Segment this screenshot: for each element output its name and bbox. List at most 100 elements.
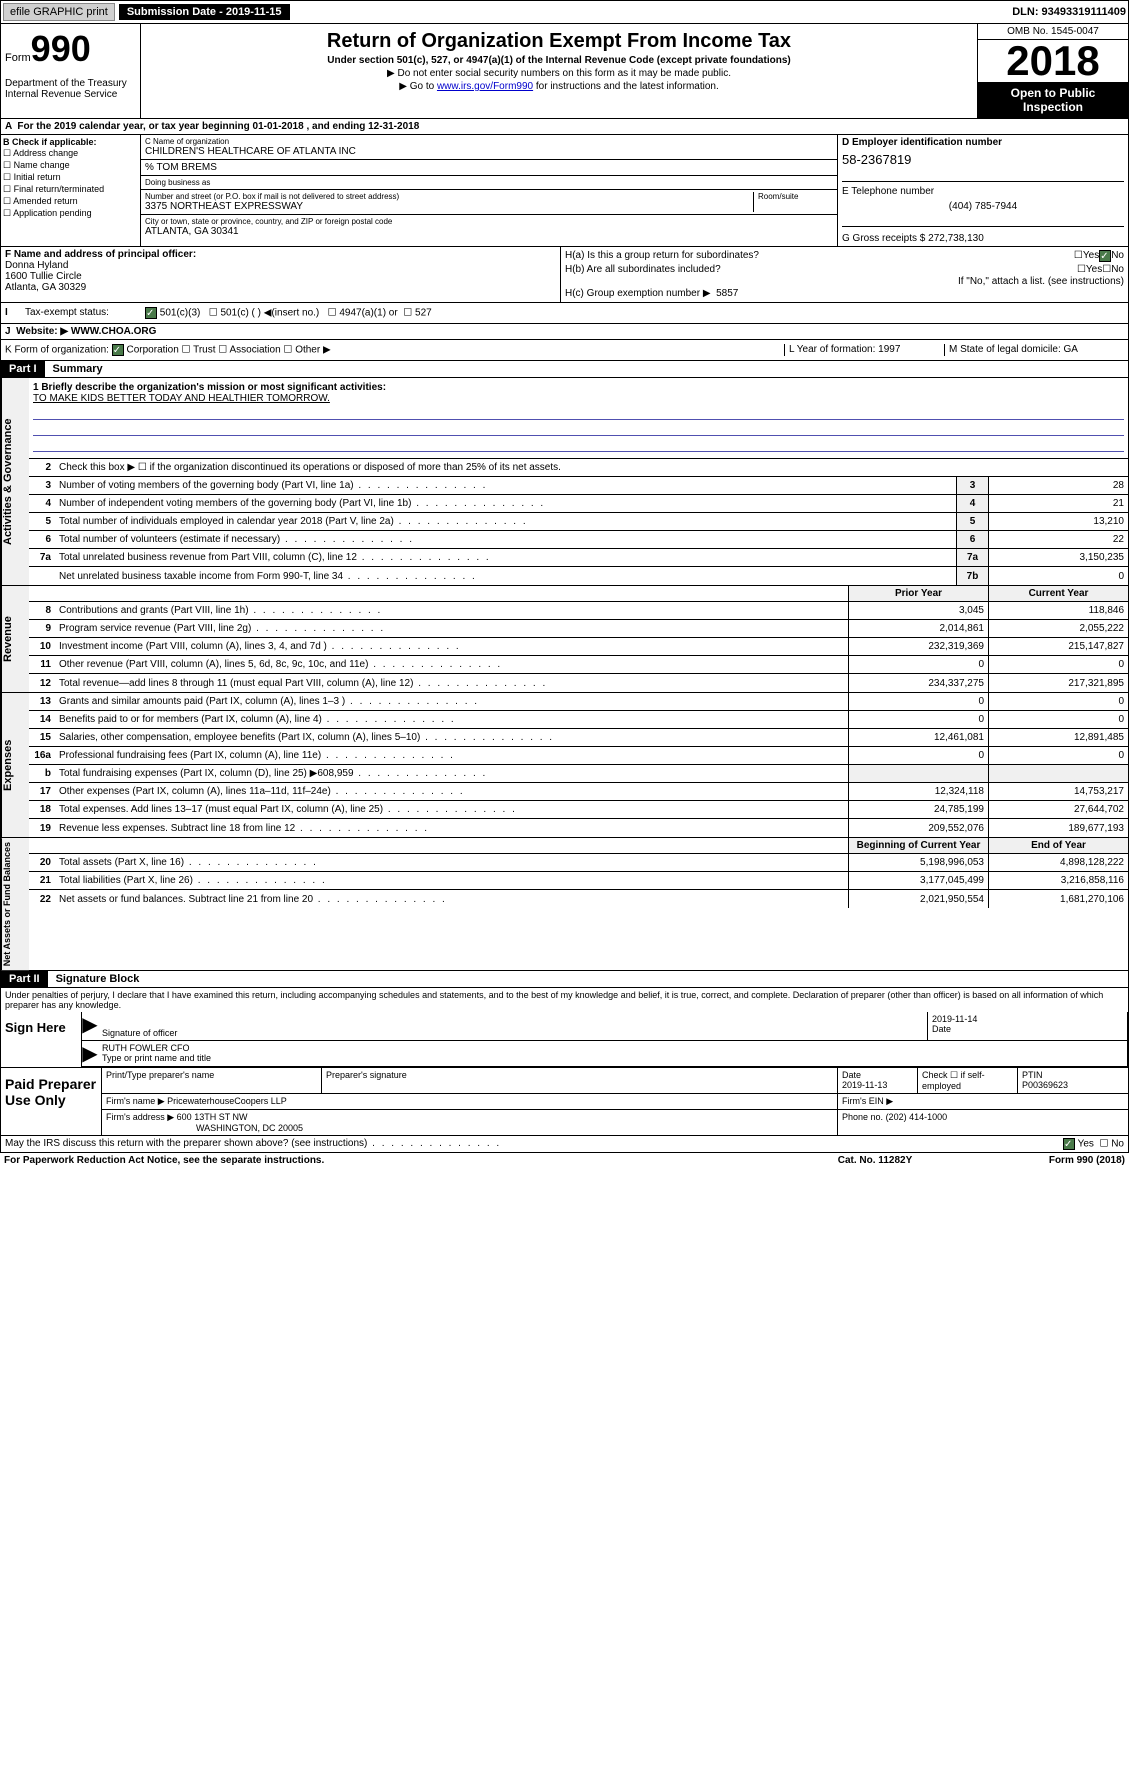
org-name: CHILDREN'S HEALTHCARE OF ATLANTA INC bbox=[145, 146, 833, 157]
part1-title: Summary bbox=[45, 361, 111, 377]
mission-text: TO MAKE KIDS BETTER TODAY AND HEALTHIER … bbox=[33, 393, 1124, 404]
line-a: A For the 2019 calendar year, or tax yea… bbox=[1, 119, 423, 134]
b-header: B Check if applicable: bbox=[3, 137, 138, 147]
hb-no[interactable]: ☐No bbox=[1102, 264, 1124, 275]
part1-header: Part I bbox=[1, 361, 45, 377]
sig-officer-label: Signature of officer bbox=[102, 1028, 923, 1038]
name-title-label: Type or print name and title bbox=[102, 1053, 1123, 1063]
firm-phone: (202) 414-1000 bbox=[886, 1112, 948, 1122]
current-year-header: Current Year bbox=[988, 586, 1128, 601]
governance-section: Activities & Governance 1 Briefly descri… bbox=[0, 378, 1129, 586]
cat-number: Cat. No. 11282Y bbox=[775, 1155, 975, 1166]
firm-addr-label: Firm's address ▶ bbox=[106, 1112, 174, 1122]
discuss-no[interactable]: No bbox=[1111, 1139, 1124, 1150]
subtitle-2: ▶ Do not enter social security numbers o… bbox=[147, 68, 971, 79]
chk-initial[interactable]: ☐ Initial return bbox=[3, 172, 138, 183]
chk-corp[interactable] bbox=[112, 344, 124, 356]
firm-name: PricewaterhouseCoopers LLP bbox=[167, 1096, 287, 1106]
hb-yes[interactable]: ☐Yes bbox=[1077, 264, 1102, 275]
firm-addr2: WASHINGTON, DC 20005 bbox=[106, 1123, 833, 1133]
line-2: Check this box ▶ ☐ if the organization d… bbox=[57, 461, 1128, 474]
firm-phone-label: Phone no. bbox=[842, 1112, 883, 1122]
line-text: Number of independent voting members of … bbox=[57, 497, 956, 510]
line-text: Investment income (Part VIII, column (A)… bbox=[57, 640, 848, 653]
website-value: WWW.CHOA.ORG bbox=[71, 326, 157, 337]
officer-label: F Name and address of principal officer: bbox=[5, 249, 556, 260]
top-bar: efile GRAPHIC print Submission Date - 20… bbox=[0, 0, 1129, 24]
form-label: Form bbox=[5, 52, 31, 64]
chk-final[interactable]: ☐ Final return/terminated bbox=[3, 184, 138, 195]
m-label: M State of legal domicile: bbox=[949, 344, 1061, 355]
part2-header: Part II bbox=[1, 971, 48, 987]
line-text: Net unrelated business taxable income fr… bbox=[57, 570, 956, 583]
ha-yes[interactable]: ☐Yes bbox=[1074, 250, 1099, 262]
line-text: Total number of individuals employed in … bbox=[57, 515, 956, 528]
officer-name: Donna Hyland bbox=[5, 260, 556, 271]
firm-ein-label: Firm's EIN ▶ bbox=[838, 1094, 1128, 1109]
hb-note: If "No," attach a list. (see instruction… bbox=[565, 276, 1124, 287]
org-name-label: C Name of organization bbox=[145, 137, 833, 146]
line-text: Net assets or fund balances. Subtract li… bbox=[57, 893, 848, 906]
chk-pending[interactable]: ☐ Application pending bbox=[3, 208, 138, 219]
hb-label: H(b) Are all subordinates included? bbox=[565, 264, 1077, 275]
part2-title: Signature Block bbox=[48, 971, 148, 987]
efile-button[interactable]: efile GRAPHIC print bbox=[3, 3, 115, 21]
info-block: B Check if applicable: ☐ Address change … bbox=[0, 135, 1129, 247]
hc-label: H(c) Group exemption number ▶ bbox=[565, 288, 711, 299]
form-footer: Form 990 (2018) bbox=[975, 1155, 1125, 1166]
gross-label: G Gross receipts $ bbox=[842, 233, 925, 244]
chk-address[interactable]: ☐ Address change bbox=[3, 148, 138, 159]
self-employed-check[interactable]: Check ☐ if self-employed bbox=[918, 1068, 1018, 1093]
line-text: Total liabilities (Part X, line 26) bbox=[57, 874, 848, 887]
ptin-label: PTIN bbox=[1022, 1070, 1124, 1080]
ein-value: 58-2367819 bbox=[842, 152, 1124, 167]
line-text: Total number of volunteers (estimate if … bbox=[57, 533, 956, 546]
revenue-label: Revenue bbox=[1, 586, 29, 692]
main-title: Return of Organization Exempt From Incom… bbox=[147, 30, 971, 53]
prep-date: 2019-11-13 bbox=[842, 1080, 913, 1090]
expenses-label: Expenses bbox=[1, 693, 29, 837]
chk-name[interactable]: ☐ Name change bbox=[3, 160, 138, 171]
paid-preparer-label: Paid Preparer Use Only bbox=[1, 1068, 101, 1135]
subtitle-3: ▶ Go to www.irs.gov/Form990 for instruct… bbox=[147, 81, 971, 92]
ha-no-check[interactable] bbox=[1099, 250, 1111, 262]
dept-treasury: Department of the Treasury Internal Reve… bbox=[5, 78, 136, 100]
sig-date-label: Date bbox=[932, 1024, 1123, 1034]
firm-addr: 600 13TH ST NW bbox=[177, 1112, 248, 1122]
m-value: GA bbox=[1064, 344, 1078, 355]
submission-date: Submission Date - 2019-11-15 bbox=[119, 4, 290, 20]
officer-addr1: 1600 Tullie Circle bbox=[5, 271, 556, 282]
discuss-yes[interactable] bbox=[1063, 1138, 1075, 1150]
sign-here-label: Sign Here bbox=[1, 1012, 81, 1067]
chk-501c3[interactable] bbox=[145, 307, 157, 319]
line-text: Professional fundraising fees (Part IX, … bbox=[57, 749, 848, 762]
line-text: Benefits paid to or for members (Part IX… bbox=[57, 713, 848, 726]
pra-notice: For Paperwork Reduction Act Notice, see … bbox=[4, 1155, 775, 1166]
i-label: I bbox=[5, 307, 25, 319]
gross-value: 272,738,130 bbox=[928, 233, 984, 244]
line-text: Salaries, other compensation, employee b… bbox=[57, 731, 848, 744]
perjury-declaration: Under penalties of perjury, I declare th… bbox=[1, 988, 1128, 1012]
form-number: 990 bbox=[31, 28, 91, 69]
room-label: Room/suite bbox=[758, 192, 833, 201]
l-label: L Year of formation: bbox=[789, 344, 875, 355]
street-address: 3375 NORTHEAST EXPRESSWAY bbox=[145, 201, 753, 212]
ha-label: H(a) Is this a group return for subordin… bbox=[565, 250, 1074, 262]
line-text: Total assets (Part X, line 16) bbox=[57, 856, 848, 869]
prep-date-header: Date bbox=[842, 1070, 913, 1080]
firm-name-label: Firm's name ▶ bbox=[106, 1096, 165, 1106]
line-text: Other revenue (Part VIII, column (A), li… bbox=[57, 658, 848, 671]
hc-value: 5857 bbox=[716, 288, 738, 299]
dba-label: Doing business as bbox=[145, 178, 833, 187]
line-text: Grants and similar amounts paid (Part IX… bbox=[57, 695, 848, 708]
website-label: Website: ▶ bbox=[16, 326, 68, 337]
line-text: Number of voting members of the governin… bbox=[57, 479, 956, 492]
beginning-header: Beginning of Current Year bbox=[848, 838, 988, 853]
line-text: Contributions and grants (Part VIII, lin… bbox=[57, 604, 848, 617]
form-header: Form990 Department of the Treasury Inter… bbox=[0, 24, 1129, 119]
phone-label: E Telephone number bbox=[842, 186, 1124, 197]
subtitle-1: Under section 501(c), 527, or 4947(a)(1)… bbox=[147, 55, 971, 66]
irs-link[interactable]: www.irs.gov/Form990 bbox=[437, 81, 533, 92]
chk-amended[interactable]: ☐ Amended return bbox=[3, 196, 138, 207]
line-text: Total fundraising expenses (Part IX, col… bbox=[57, 767, 848, 780]
